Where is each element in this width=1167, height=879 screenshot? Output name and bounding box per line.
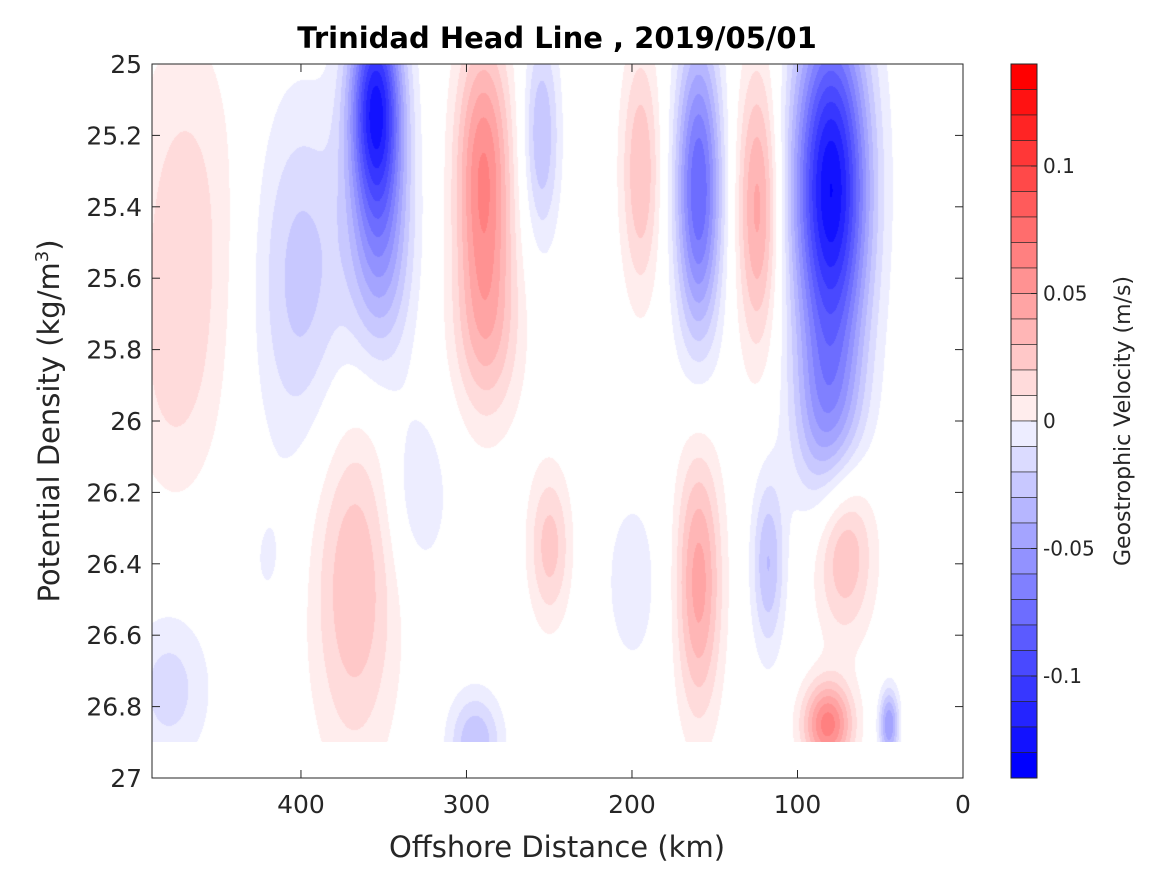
colorbar-ticks: 0.1 0.05 0 -0.05 -0.1 (1031, 154, 1095, 688)
y-tick-label: 25.4 (86, 193, 142, 222)
colorbar-tick-label: 0.1 (1043, 154, 1075, 178)
y-axis: 25 25.2 25.4 25.6 25.8 26 26.2 26.4 26.6 26.8 27 (86, 50, 963, 793)
colorbar-step (1010, 599, 1038, 626)
y-tick-label: 25 (110, 50, 142, 79)
colorbar-step (1010, 114, 1038, 141)
y-tick-label: 26.6 (86, 621, 142, 650)
y-tick-label: 26 (110, 407, 142, 436)
y-tick-label: 25.2 (86, 121, 142, 150)
y-tick-label: 25.8 (86, 336, 142, 365)
chart-title: Trinidad Head Line , 2019/05/01 (297, 21, 817, 55)
colorbar-step (1010, 216, 1038, 243)
colorbar-step (1010, 624, 1038, 651)
colorbar-steps (1010, 63, 1038, 779)
colorbar-step (1010, 726, 1038, 753)
colorbar-step (1010, 471, 1038, 498)
x-tick-label: 300 (443, 790, 491, 819)
colorbar-step (1010, 701, 1038, 728)
colorbar-step (1010, 446, 1038, 473)
y-axis-title-main: Potential Density (kg/m (32, 262, 66, 602)
colorbar-tick-label: -0.05 (1043, 537, 1095, 561)
y-tick-label: 25.6 (86, 264, 142, 293)
colorbar-step (1010, 752, 1038, 779)
colorbar-step (1010, 650, 1038, 677)
colorbar-tick-label: 0.05 (1043, 282, 1088, 306)
x-tick-label: 200 (608, 790, 656, 819)
colorbar-step (1010, 165, 1038, 192)
colorbar-step (1010, 369, 1038, 396)
colorbar-step (1010, 344, 1038, 371)
colorbar-step (1010, 140, 1038, 167)
y-tick-label: 26.4 (86, 550, 142, 579)
x-axis: 400 300 200 100 0 (277, 64, 971, 819)
colorbar-step (1010, 267, 1038, 294)
colorbar: 0.1 0.05 0 -0.05 -0.1 (1010, 63, 1095, 779)
y-axis-title-superscript: 3 (32, 251, 53, 262)
y-axis-title: Potential Density (kg/m3) (32, 239, 66, 602)
contour-fill (152, 64, 963, 742)
colorbar-step (1010, 497, 1038, 524)
colorbar-step (1010, 318, 1038, 345)
plot-area (151, 63, 964, 779)
y-tick-label: 26.8 (86, 693, 142, 722)
colorbar-step (1010, 522, 1038, 549)
colorbar-tick-label: 0 (1043, 409, 1056, 433)
colorbar-step (1010, 242, 1038, 269)
y-axis-title-close: ) (32, 239, 66, 250)
colorbar-step (1010, 548, 1038, 575)
x-tick-label: 100 (774, 790, 822, 819)
y-tick-label: 27 (110, 764, 142, 793)
colorbar-tick-label: -0.1 (1043, 664, 1082, 688)
colorbar-step (1010, 420, 1038, 447)
colorbar-step (1010, 89, 1038, 116)
x-tick-label: 400 (277, 790, 325, 819)
colorbar-step (1010, 293, 1038, 320)
colorbar-step (1010, 395, 1038, 422)
colorbar-step (1010, 675, 1038, 702)
colorbar-step (1010, 191, 1038, 218)
colorbar-title: Geostrophic Velocity (m/s) (1111, 276, 1136, 566)
y-tick-label: 26.2 (86, 478, 142, 507)
x-axis-title: Offshore Distance (km) (389, 830, 725, 864)
colorbar-step (1010, 573, 1038, 600)
colorbar-step (1010, 63, 1038, 90)
x-tick-label: 0 (955, 790, 971, 819)
